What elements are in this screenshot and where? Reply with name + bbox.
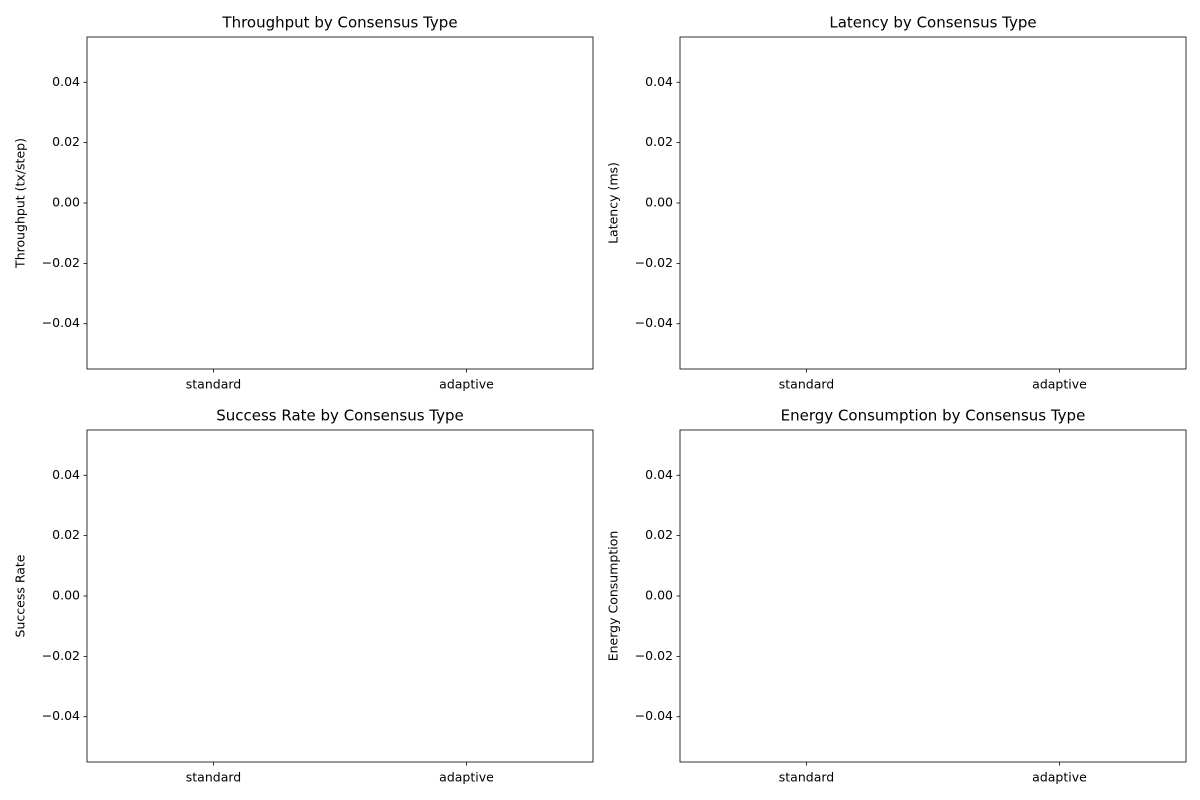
y-tick-label: −0.04 [635, 315, 673, 330]
chart-title: Success Rate by Consensus Type [216, 407, 464, 425]
x-tick-label: adaptive [1032, 377, 1087, 392]
axes-frame [86, 429, 594, 763]
y-tick-label: −0.04 [42, 315, 80, 330]
y-axis-label: Energy Consumption [606, 531, 621, 662]
chart-title: Throughput by Consensus Type [221, 14, 457, 32]
y-tick-label: 0.02 [52, 527, 80, 542]
x-tick-label: standard [186, 377, 241, 392]
y-tick-label: 0.04 [645, 467, 673, 482]
y-axis-label: Throughput (tx/step) [13, 138, 28, 269]
y-tick-label: 0.00 [52, 588, 80, 603]
y-tick-label: 0.04 [645, 74, 673, 89]
y-tick-label: 0.00 [645, 588, 673, 603]
axes-frame [86, 36, 594, 370]
x-tick-label: standard [779, 377, 834, 392]
y-tick-label: −0.02 [635, 255, 673, 270]
x-tick-label: adaptive [439, 377, 494, 392]
x-tick-label: adaptive [1032, 770, 1087, 785]
axes-frame [679, 429, 1187, 763]
y-tick-label: −0.04 [635, 708, 673, 723]
y-tick-label: −0.02 [635, 648, 673, 663]
y-tick-label: −0.02 [42, 255, 80, 270]
y-axis-label: Success Rate [13, 554, 28, 637]
y-tick-label: 0.00 [52, 195, 80, 210]
y-tick-label: 0.04 [52, 74, 80, 89]
y-tick-label: 0.00 [645, 195, 673, 210]
y-tick-label: 0.04 [52, 467, 80, 482]
x-tick-label: standard [186, 770, 241, 785]
y-tick-label: −0.02 [42, 648, 80, 663]
x-tick-label: adaptive [439, 770, 494, 785]
x-tick-label: standard [779, 770, 834, 785]
y-tick-label: 0.02 [52, 134, 80, 149]
y-tick-label: −0.04 [42, 708, 80, 723]
axes-frame [679, 36, 1187, 370]
chart-title: Energy Consumption by Consensus Type [781, 407, 1086, 425]
y-tick-label: 0.02 [645, 527, 673, 542]
chart-title: Latency by Consensus Type [829, 14, 1036, 32]
y-tick-label: 0.02 [645, 134, 673, 149]
y-axis-label: Latency (ms) [606, 162, 621, 244]
